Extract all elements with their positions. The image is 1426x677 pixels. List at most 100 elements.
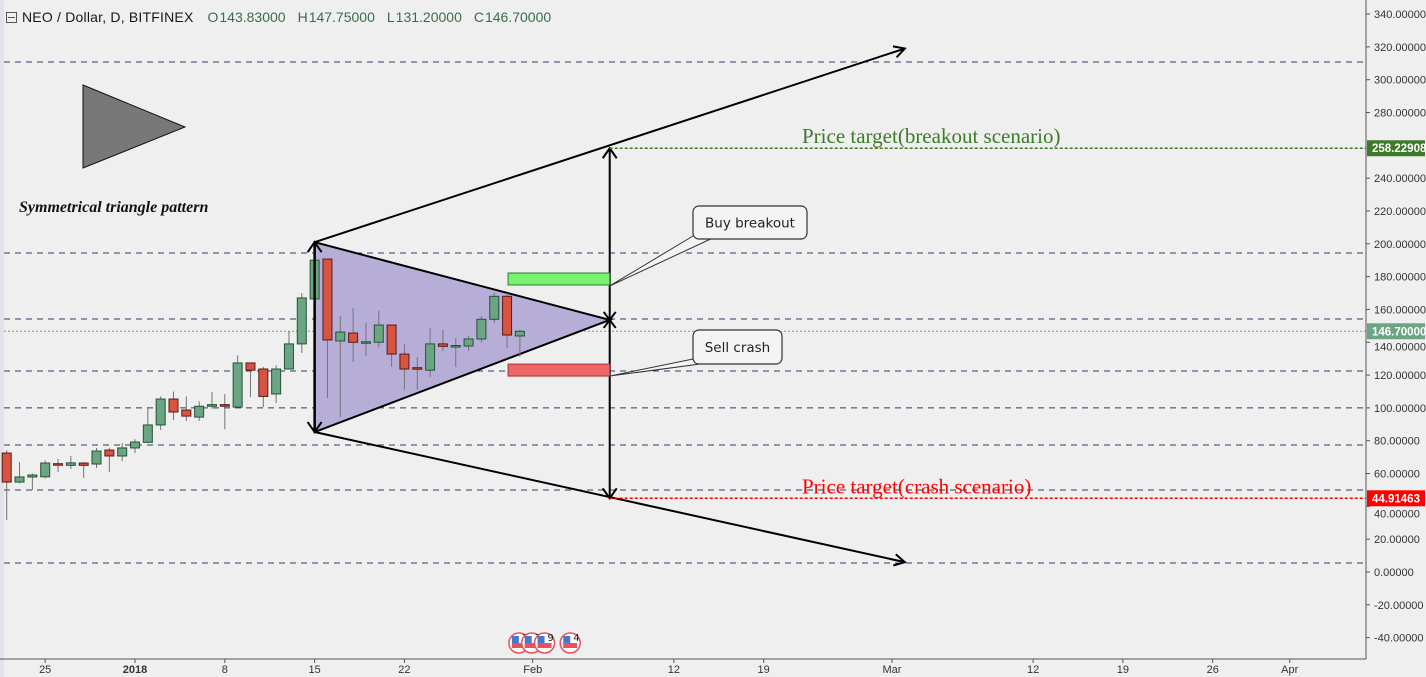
candle bbox=[130, 439, 140, 454]
high-value: 147.75000 bbox=[308, 9, 375, 25]
candle bbox=[142, 407, 153, 444]
price-tick-label: 180.00000 bbox=[1374, 272, 1426, 284]
symbol-legend: NEO / Dollar, D, BITFINEX O 143.83000 H 14… bbox=[6, 9, 563, 25]
callout-text: Buy breakout bbox=[705, 216, 795, 232]
price-tick-label: 340.00000 bbox=[1374, 9, 1426, 21]
drawings[interactable] bbox=[306, 45, 907, 567]
economic-events[interactable]: 11794 bbox=[508, 632, 581, 654]
price-axis[interactable]: 340.00000 320.00000 300.00000 280.00000 240.… bbox=[1365, 0, 1426, 677]
candle bbox=[117, 443, 128, 462]
candle-body bbox=[155, 398, 166, 426]
pattern-height-arrowhead-bottom bbox=[306, 421, 323, 434]
candle bbox=[399, 343, 410, 390]
sell-zone-rect[interactable] bbox=[507, 363, 611, 377]
price-target-label: Price target(breakout scenario) bbox=[802, 124, 1061, 148]
upper-projection-line[interactable] bbox=[314, 47, 906, 244]
candle bbox=[65, 455, 76, 469]
time-tick-label: Apr bbox=[1281, 664, 1298, 676]
candle-body bbox=[271, 368, 282, 395]
candle bbox=[348, 307, 359, 362]
price-tick-label: 140.00000 bbox=[1374, 341, 1426, 353]
pattern-label: Symmetrical triangle pattern bbox=[19, 199, 208, 216]
time-tick-label: 8 bbox=[222, 664, 228, 676]
candle-body bbox=[450, 345, 461, 348]
time-axis[interactable]: 25 2018 8 15 22 Feb 12 19 Mar 12 19 26 Apr bbox=[0, 658, 1366, 676]
price-tick-label: 20.00000 bbox=[1374, 534, 1420, 546]
flag-canton-icon bbox=[563, 636, 571, 643]
candle bbox=[386, 324, 397, 367]
close-value: 146.70000 bbox=[484, 9, 552, 25]
collapse-legend-icon[interactable] bbox=[6, 11, 17, 23]
candle-body bbox=[360, 341, 371, 344]
candle bbox=[322, 258, 333, 399]
flag-canton-icon bbox=[524, 636, 532, 643]
candle-body bbox=[206, 404, 217, 407]
candle bbox=[335, 316, 346, 417]
candle-body bbox=[130, 441, 140, 449]
us-economic-event-flag[interactable]: 4 bbox=[559, 632, 581, 654]
symbol-title: NEO / Dollar, D, BITFINEX bbox=[22, 9, 194, 25]
candle-body bbox=[232, 362, 243, 408]
candle-body bbox=[502, 295, 513, 336]
callouts[interactable]: Buy breakout Sell crash bbox=[609, 205, 808, 377]
candle bbox=[245, 362, 256, 398]
callout-text: Sell crash bbox=[705, 340, 771, 356]
candle-body bbox=[399, 353, 410, 370]
candle-body bbox=[142, 424, 153, 443]
candle-body bbox=[335, 331, 346, 342]
candle bbox=[155, 396, 166, 431]
time-tick-label: 15 bbox=[308, 664, 320, 676]
upper-projection-arrowhead bbox=[892, 45, 907, 58]
candle-body bbox=[14, 476, 25, 483]
candle bbox=[296, 293, 307, 353]
sell-crash-callout[interactable]: Sell crash bbox=[609, 329, 783, 377]
last-price-badge bbox=[1367, 323, 1425, 340]
candle-body bbox=[91, 450, 102, 465]
candle-body bbox=[489, 295, 500, 320]
flag-canton-icon bbox=[511, 636, 519, 643]
price-tick-label: 60.00000 bbox=[1374, 469, 1420, 481]
candle-body bbox=[194, 405, 205, 418]
time-tick-label: 12 bbox=[668, 664, 680, 676]
pattern-height-arrowhead-top bbox=[306, 240, 323, 253]
candle-body bbox=[373, 324, 384, 343]
candle-body bbox=[437, 343, 448, 347]
apex-x-marker bbox=[602, 311, 617, 329]
buy-breakout-callout[interactable]: Buy breakout bbox=[609, 205, 808, 287]
time-tick-label: Mar bbox=[882, 664, 901, 676]
candle-body bbox=[514, 330, 525, 337]
us-economic-event-flag[interactable]: 9 bbox=[533, 632, 556, 654]
triangle-pattern-icon bbox=[82, 84, 187, 169]
price-target-axis-badge bbox=[1367, 140, 1425, 157]
candle bbox=[232, 355, 243, 408]
last-price-label: 146.70000 bbox=[1372, 326, 1426, 338]
buy-zone-rect[interactable] bbox=[507, 272, 611, 286]
time-tick-label: 12 bbox=[1027, 664, 1039, 676]
candle bbox=[168, 391, 179, 421]
candle bbox=[450, 337, 461, 367]
price-tick-label: 320.00000 bbox=[1374, 42, 1426, 54]
flag-stripes-icon bbox=[524, 643, 539, 648]
open-label: O bbox=[207, 9, 219, 25]
price-tick-label: 160.00000 bbox=[1374, 304, 1426, 316]
candle-body bbox=[1, 452, 12, 483]
candle-body bbox=[463, 338, 474, 347]
callout-box bbox=[692, 329, 783, 365]
candle bbox=[40, 460, 51, 479]
price-targets[interactable]: Price target(breakout scenario) Price tar… bbox=[609, 124, 1366, 500]
candle bbox=[502, 293, 513, 349]
price-tick-label: 240.00000 bbox=[1374, 173, 1426, 185]
price-tick-label: 0.00000 bbox=[1374, 567, 1414, 579]
price-target-label: Price target(crash scenario) bbox=[802, 474, 1031, 498]
low-value: 131.20000 bbox=[395, 9, 462, 25]
candle bbox=[14, 462, 25, 484]
candle bbox=[412, 357, 423, 390]
price-tick-label: -40.00000 bbox=[1374, 633, 1424, 645]
candle bbox=[514, 329, 525, 357]
candle-body bbox=[425, 343, 436, 371]
candle bbox=[78, 462, 89, 478]
time-tick-label: 22 bbox=[398, 664, 410, 676]
candle-body bbox=[40, 462, 51, 478]
candle bbox=[181, 396, 192, 422]
